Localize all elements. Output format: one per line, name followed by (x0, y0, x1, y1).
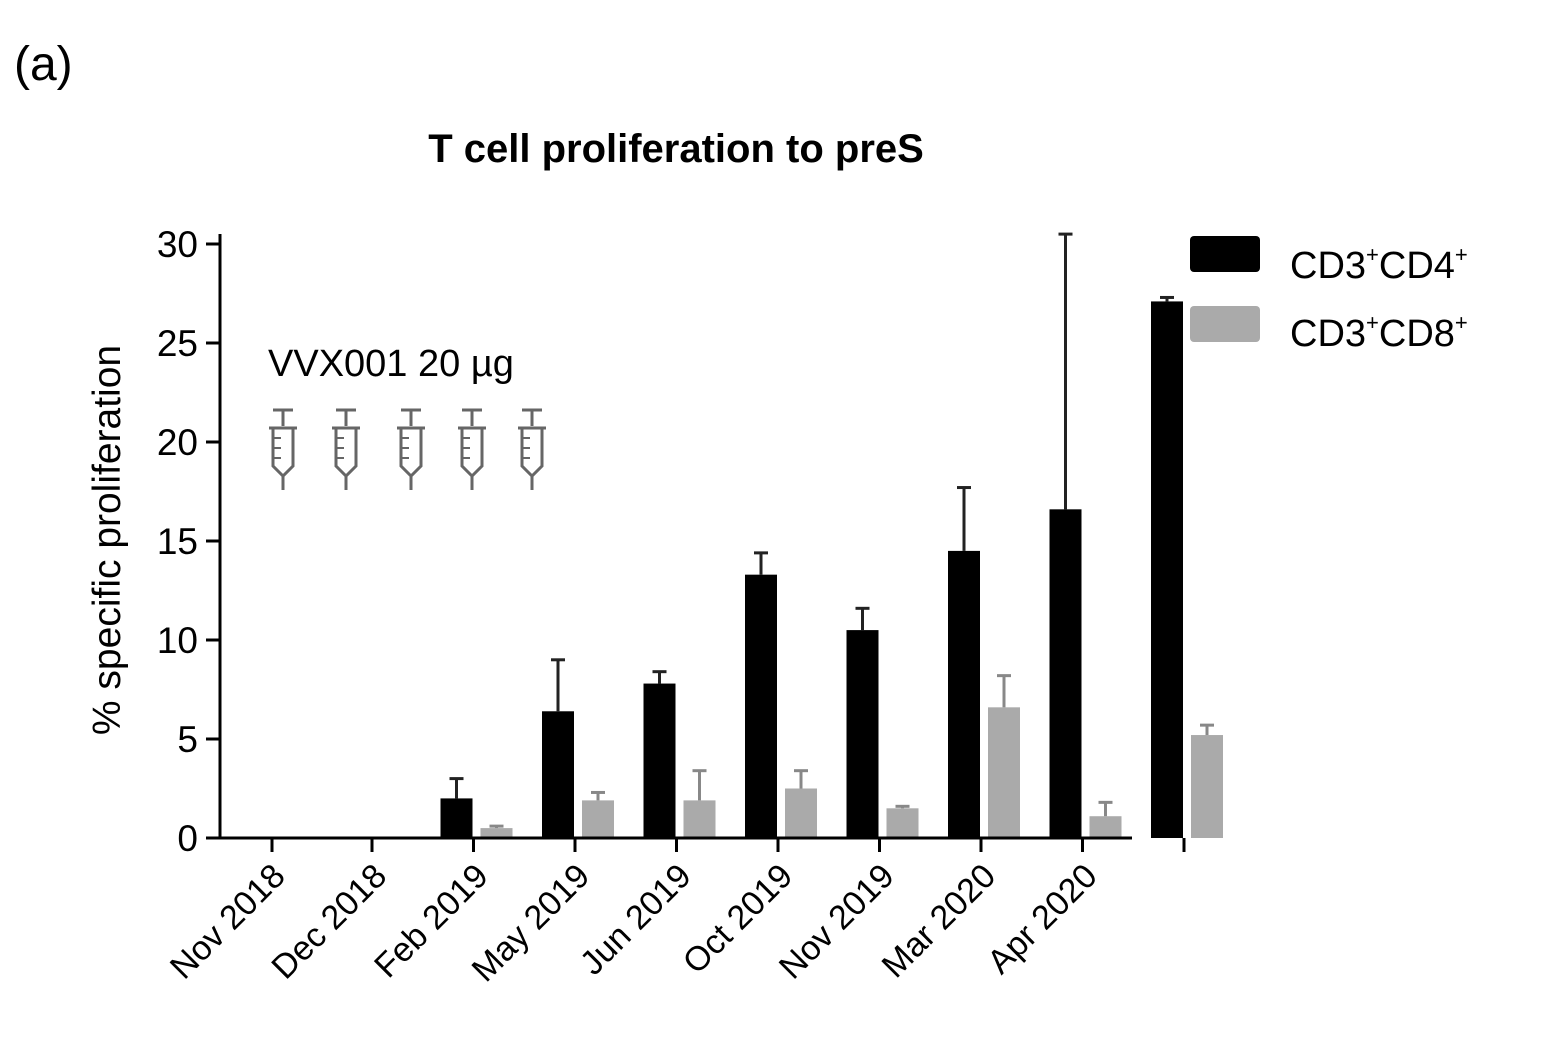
bar-cd8 (480, 828, 513, 838)
y-tick-label: 30 (157, 224, 198, 265)
bar-cd8 (683, 800, 716, 838)
syringe-row (269, 408, 546, 490)
legend-swatch-cd8 (1190, 306, 1260, 342)
x-tick-label: Apr 2020 (980, 857, 1104, 981)
syringe-icon (518, 408, 546, 490)
legend: CD3+CD4+ CD3+CD8+ (1190, 236, 1468, 355)
bar-cd4 (1049, 509, 1082, 838)
bar-cd8 (582, 800, 614, 838)
syringe-icon (458, 408, 486, 490)
syringe-icon (397, 408, 425, 490)
legend-swatch-cd4 (1190, 236, 1260, 272)
y-tick-label: 0 (177, 818, 198, 859)
y-tick-label: 5 (177, 719, 198, 760)
bar-cd4 (948, 550, 980, 838)
y-tick-label: 25 (157, 323, 198, 364)
bar-cd4 (440, 798, 473, 838)
x-tick-label: Jun 2019 (573, 857, 699, 983)
y-tick-label: 20 (157, 422, 198, 463)
legend-label-cd8: CD3+CD8+ (1290, 310, 1468, 355)
y-tick-label: 10 (157, 620, 198, 661)
bar-cd8 (1089, 816, 1122, 838)
error-bars (449, 232, 1214, 829)
bar-cd8 (886, 808, 919, 838)
bar-cd8 (1191, 735, 1223, 838)
bar-cd4 (745, 574, 777, 838)
panel-label: (a) (14, 38, 73, 91)
syringe-icon (332, 408, 360, 490)
series-cd8 (480, 707, 1223, 838)
legend-label-cd4: CD3+CD4+ (1290, 242, 1468, 287)
bar-cd4 (542, 711, 574, 838)
y-axis-ticks: 0 5 10 15 20 25 30 (157, 224, 220, 859)
bar-cd4 (846, 630, 879, 838)
bar-cd4 (1151, 301, 1183, 838)
series-cd4 (440, 301, 1183, 838)
bar-cd8 (988, 707, 1020, 838)
bar-cd4 (643, 683, 676, 838)
bar-cd8 (785, 788, 817, 838)
y-tick-label: 15 (157, 521, 198, 562)
syringe-icon (269, 408, 297, 490)
y-axis-label: % specific proliferation (86, 345, 129, 735)
vaccine-label: VVX001 20 µg (268, 343, 514, 385)
injection-annotation: VVX001 20 µg (268, 343, 546, 490)
chart-title: T cell proliferation to preS (428, 127, 924, 171)
